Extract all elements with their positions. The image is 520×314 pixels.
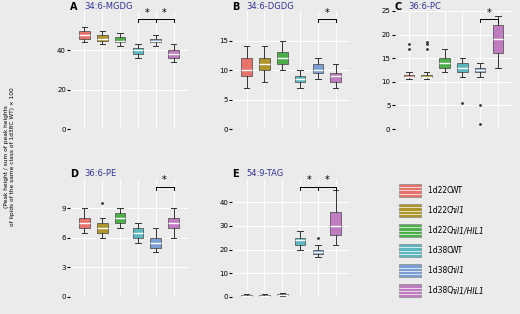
PathPatch shape <box>133 48 143 54</box>
Text: C: C <box>395 2 402 12</box>
Text: E: E <box>232 169 239 179</box>
PathPatch shape <box>421 75 432 77</box>
Text: hil1/HIL1: hil1/HIL1 <box>451 286 485 295</box>
Text: *: * <box>162 8 167 18</box>
FancyBboxPatch shape <box>399 284 421 297</box>
PathPatch shape <box>115 36 125 42</box>
Text: *: * <box>307 176 311 186</box>
FancyBboxPatch shape <box>399 224 421 237</box>
Text: (Peak height / sum of peak heights
of lipids of the same class of 1d38C WT) × 10: (Peak height / sum of peak heights of li… <box>4 88 15 226</box>
Text: 34:6-MGDG: 34:6-MGDG <box>84 2 133 11</box>
Text: *: * <box>324 176 329 186</box>
PathPatch shape <box>295 238 305 245</box>
PathPatch shape <box>277 294 288 295</box>
Text: hil1: hil1 <box>451 266 465 275</box>
PathPatch shape <box>79 218 90 228</box>
Text: 1d22C: 1d22C <box>427 206 454 215</box>
Text: 1d38C: 1d38C <box>427 266 454 275</box>
Text: D: D <box>70 169 78 179</box>
Text: *: * <box>324 8 329 18</box>
FancyBboxPatch shape <box>399 184 421 197</box>
Text: *: * <box>487 8 491 18</box>
PathPatch shape <box>241 295 252 296</box>
Text: B: B <box>232 2 240 12</box>
Text: *: * <box>162 176 167 186</box>
PathPatch shape <box>313 250 323 254</box>
FancyBboxPatch shape <box>399 264 421 277</box>
Text: 1d38C: 1d38C <box>427 286 454 295</box>
PathPatch shape <box>259 295 270 296</box>
Text: WT: WT <box>451 246 463 255</box>
PathPatch shape <box>330 212 341 235</box>
PathPatch shape <box>97 223 108 233</box>
PathPatch shape <box>79 31 90 39</box>
PathPatch shape <box>404 75 414 77</box>
PathPatch shape <box>168 218 179 228</box>
PathPatch shape <box>168 50 179 58</box>
Text: 36:6-PE: 36:6-PE <box>84 169 116 178</box>
PathPatch shape <box>330 73 341 82</box>
PathPatch shape <box>439 58 450 68</box>
FancyBboxPatch shape <box>399 244 421 257</box>
Text: WT: WT <box>451 186 463 195</box>
Text: A: A <box>70 2 77 12</box>
PathPatch shape <box>259 58 270 70</box>
PathPatch shape <box>475 68 486 73</box>
Text: 1d22C: 1d22C <box>427 186 454 195</box>
Text: 1d22C: 1d22C <box>427 226 454 235</box>
PathPatch shape <box>150 39 161 42</box>
Text: hil1/HIL1: hil1/HIL1 <box>451 226 485 235</box>
FancyBboxPatch shape <box>399 204 421 217</box>
PathPatch shape <box>295 76 305 82</box>
Text: 1d38C: 1d38C <box>427 246 454 255</box>
PathPatch shape <box>277 52 288 64</box>
PathPatch shape <box>133 228 143 238</box>
PathPatch shape <box>115 213 125 223</box>
PathPatch shape <box>457 63 467 73</box>
Text: 34:6-DGDG: 34:6-DGDG <box>246 2 294 11</box>
PathPatch shape <box>492 25 503 53</box>
PathPatch shape <box>97 35 108 41</box>
PathPatch shape <box>241 58 252 76</box>
PathPatch shape <box>313 64 323 73</box>
PathPatch shape <box>150 238 161 247</box>
Text: hil1: hil1 <box>451 206 465 215</box>
Text: *: * <box>145 8 149 18</box>
Text: 36:6-PC: 36:6-PC <box>409 2 441 11</box>
Text: 54:9-TAG: 54:9-TAG <box>246 169 284 178</box>
